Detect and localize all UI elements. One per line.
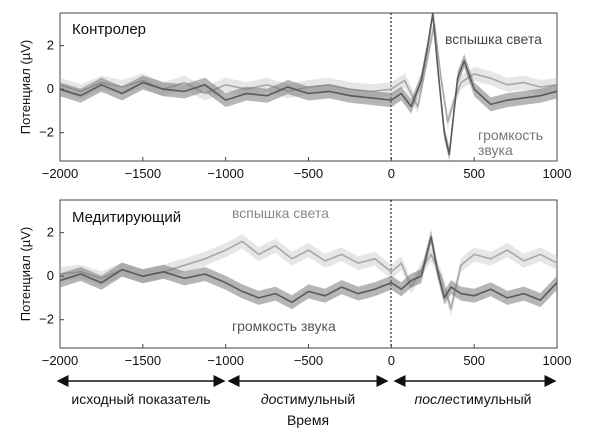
y-tick-label: −2 <box>39 125 54 140</box>
x-tick-label: 1000 <box>543 353 572 368</box>
x-tick-label: −500 <box>294 166 323 181</box>
x-tick-label: −1500 <box>125 353 162 368</box>
y-axis-label: Потенциал (µV) <box>18 40 33 134</box>
period-label-prestimulus: достимульный <box>261 391 355 407</box>
annotation-flash: вспышка света <box>445 31 542 47</box>
y-tick-label: 0 <box>47 81 54 96</box>
period-prefix: до <box>261 391 277 407</box>
y-tick-label: 2 <box>47 38 54 53</box>
y-axis: 2 0 −2 <box>39 225 64 327</box>
period-prefix: после <box>415 391 453 407</box>
x-tick-label: 500 <box>463 166 485 181</box>
period-suffix: стимульный <box>453 391 532 407</box>
x-tick-label: −1000 <box>207 166 244 181</box>
annotation-sound-line2: звука <box>478 142 513 158</box>
x-axis: −2000 −1500 −1000 −500 0 500 1000 <box>42 344 572 368</box>
y-axis-label: Потенциал (µV) <box>18 227 33 321</box>
x-axis-label: Время <box>287 412 329 428</box>
x-tick-label: 500 <box>463 353 485 368</box>
period-suffix: стимульный <box>276 391 355 407</box>
annotation-flash: вспышка света <box>232 205 329 221</box>
x-tick-label: 1000 <box>543 166 572 181</box>
x-tick-label: 0 <box>388 166 395 181</box>
annotation-sound-line1: громкость <box>478 127 543 143</box>
confidence-band <box>60 234 557 316</box>
x-tick-label: −500 <box>294 353 323 368</box>
y-tick-label: 2 <box>47 225 54 240</box>
panel-meditator: −2000 −1500 −1000 −500 0 500 1000 2 0 −2 Медитир… <box>18 199 572 368</box>
x-tick-label: 0 <box>388 353 395 368</box>
series-layer <box>59 12 558 161</box>
y-axis: 2 0 −2 <box>39 38 64 140</box>
x-tick-label: −1000 <box>207 353 244 368</box>
panel-title: Медитирующий <box>72 209 181 226</box>
annotation-sound: громкость звука <box>232 318 336 334</box>
period-label-baseline: исходный показатель <box>71 391 210 407</box>
y-tick-label: 0 <box>47 268 54 283</box>
x-tick-label: −1500 <box>125 166 162 181</box>
x-axis: −2000 −1500 −1000 −500 0 500 1000 <box>42 157 572 181</box>
y-tick-label: −2 <box>39 312 54 327</box>
confidence-band <box>60 230 557 310</box>
series-line <box>59 236 558 304</box>
series-layer <box>59 230 558 316</box>
period-label-poststimulus: послестимульный <box>415 391 532 407</box>
confidence-band <box>60 13 557 161</box>
series-line <box>59 12 558 156</box>
x-tick-label: −2000 <box>42 166 79 181</box>
x-tick-label: −2000 <box>42 353 79 368</box>
panel-title: Контролер <box>72 21 146 38</box>
panel-control: −2000 −1500 −1000 −500 0 500 1000 2 0 −2 Контрол… <box>18 12 572 181</box>
